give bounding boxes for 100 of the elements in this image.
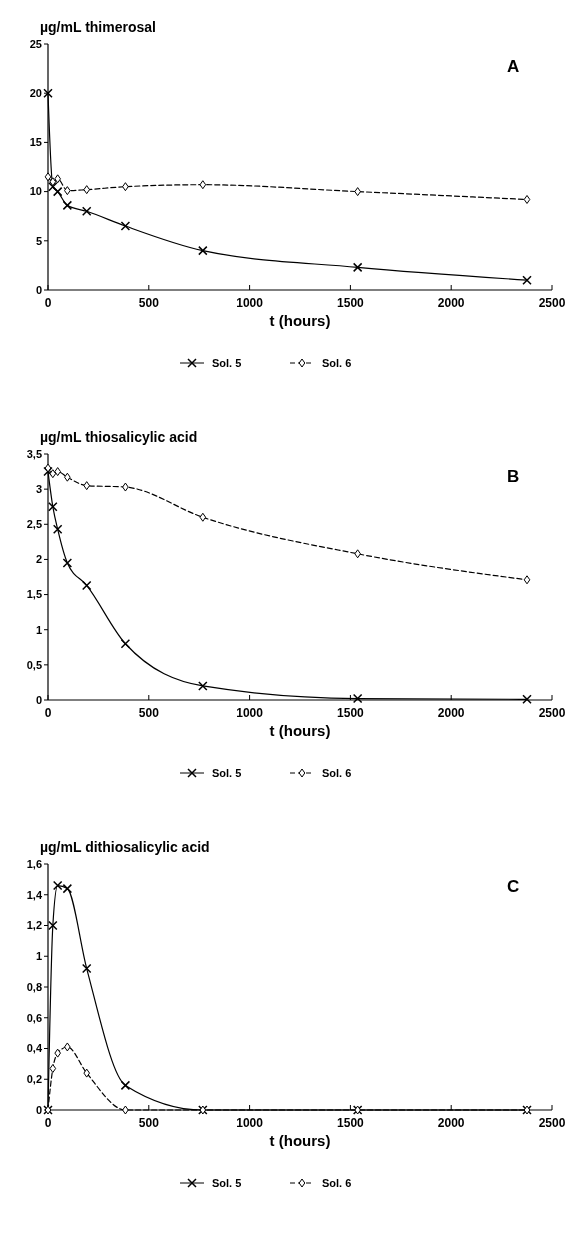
legend-label: Sol. 5 bbox=[212, 356, 242, 369]
point bbox=[49, 177, 57, 187]
x-tick-label: 1500 bbox=[337, 296, 365, 310]
point bbox=[44, 463, 52, 473]
point bbox=[199, 512, 207, 522]
x-axis-title: t (hours) bbox=[269, 722, 331, 739]
point bbox=[49, 1063, 57, 1073]
point bbox=[52, 186, 63, 197]
x-axis-title: t (hours) bbox=[269, 312, 331, 329]
point bbox=[522, 694, 532, 705]
annotation: A bbox=[507, 57, 520, 76]
annotation: B bbox=[507, 467, 520, 486]
x-tick-label: 1500 bbox=[337, 1116, 365, 1130]
point bbox=[81, 963, 92, 974]
y-tick-label: 0 bbox=[35, 1103, 42, 1116]
point bbox=[44, 172, 52, 182]
point bbox=[523, 575, 531, 585]
y-tick-label: 0,4 bbox=[26, 1042, 43, 1055]
legend-label: Sol. 6 bbox=[322, 766, 352, 779]
point bbox=[83, 1068, 91, 1078]
point bbox=[120, 1080, 131, 1091]
y-tick-label: 5 bbox=[35, 234, 42, 247]
y-tick-label: 10 bbox=[29, 185, 42, 198]
x-tick-label: 0 bbox=[44, 1116, 52, 1130]
point bbox=[62, 558, 73, 568]
point bbox=[81, 580, 92, 591]
point bbox=[64, 186, 71, 196]
point bbox=[122, 482, 129, 492]
point bbox=[48, 501, 58, 512]
y-tick-label: 1,5 bbox=[26, 588, 42, 601]
point bbox=[52, 880, 63, 891]
point bbox=[81, 206, 92, 217]
point bbox=[352, 262, 363, 273]
point bbox=[83, 185, 91, 195]
point bbox=[523, 194, 531, 204]
y-tick-label: 20 bbox=[29, 87, 42, 100]
x-tick-label: 2500 bbox=[538, 706, 566, 720]
point bbox=[120, 221, 131, 231]
x-tick-label: 0 bbox=[44, 296, 52, 310]
x-tick-label: 2000 bbox=[437, 1116, 465, 1130]
y-tick-label: 15 bbox=[29, 136, 42, 149]
x-tick-label: 1000 bbox=[236, 1116, 264, 1130]
point bbox=[43, 466, 53, 477]
y-tick-label: 1,4 bbox=[26, 888, 43, 901]
y-tick-label: 1 bbox=[35, 950, 42, 963]
point bbox=[199, 180, 207, 190]
x-tick-label: 1500 bbox=[337, 706, 365, 720]
y-tick-label: 3,5 bbox=[26, 447, 42, 460]
point bbox=[122, 1105, 129, 1115]
y-tick-label: 0,2 bbox=[26, 1073, 42, 1086]
point bbox=[198, 245, 208, 256]
point bbox=[522, 275, 532, 285]
legend-label: Sol. 5 bbox=[212, 766, 242, 779]
x-tick-label: 1000 bbox=[236, 296, 264, 310]
point bbox=[354, 549, 361, 559]
point bbox=[120, 639, 131, 649]
x-tick-label: 500 bbox=[138, 706, 160, 720]
point bbox=[54, 1048, 61, 1058]
annotation: C bbox=[507, 877, 520, 896]
x-tick-label: 2000 bbox=[437, 706, 465, 720]
y-tick-label: 0,8 bbox=[26, 980, 42, 993]
y-tick-label: 0,5 bbox=[26, 658, 42, 671]
point bbox=[354, 187, 361, 197]
y-tick-label: 1,2 bbox=[26, 919, 42, 932]
legend-label: Sol. 6 bbox=[322, 1176, 352, 1189]
y-tick-label: 2,5 bbox=[26, 518, 42, 531]
point bbox=[54, 174, 61, 184]
point bbox=[43, 88, 53, 98]
point bbox=[83, 481, 91, 491]
x-tick-label: 2500 bbox=[538, 296, 566, 310]
y-tick-label: 0 bbox=[35, 283, 42, 296]
x-tick-label: 2000 bbox=[437, 296, 465, 310]
y-tick-label: 1 bbox=[35, 623, 42, 636]
point bbox=[122, 182, 129, 192]
point bbox=[62, 200, 73, 211]
y-tick-label: 0 bbox=[35, 693, 42, 706]
point bbox=[48, 920, 58, 931]
y-axis-title: µg/mL thimerosal bbox=[40, 19, 156, 35]
x-tick-label: 500 bbox=[138, 296, 160, 310]
legend-label: Sol. 5 bbox=[212, 1176, 242, 1189]
point bbox=[198, 681, 208, 691]
point bbox=[49, 469, 57, 479]
point bbox=[352, 693, 363, 704]
y-tick-label: 25 bbox=[29, 37, 42, 50]
x-tick-label: 2500 bbox=[538, 1116, 566, 1130]
x-tick-label: 500 bbox=[138, 1116, 160, 1130]
x-tick-label: 1000 bbox=[236, 706, 264, 720]
y-tick-label: 0,6 bbox=[26, 1011, 42, 1024]
legend-label: Sol. 6 bbox=[322, 356, 352, 369]
y-tick-label: 3 bbox=[35, 482, 42, 495]
point bbox=[62, 883, 73, 894]
point bbox=[64, 1042, 71, 1052]
y-tick-label: 2 bbox=[35, 553, 42, 566]
point bbox=[54, 467, 61, 477]
point bbox=[64, 472, 71, 482]
y-axis-title: µg/mL dithiosalicylic acid bbox=[40, 839, 210, 855]
y-tick-label: 1,6 bbox=[26, 857, 42, 870]
point bbox=[52, 524, 63, 534]
y-axis-title: µg/mL thiosalicylic acid bbox=[40, 429, 198, 445]
x-axis-title: t (hours) bbox=[269, 1132, 331, 1149]
